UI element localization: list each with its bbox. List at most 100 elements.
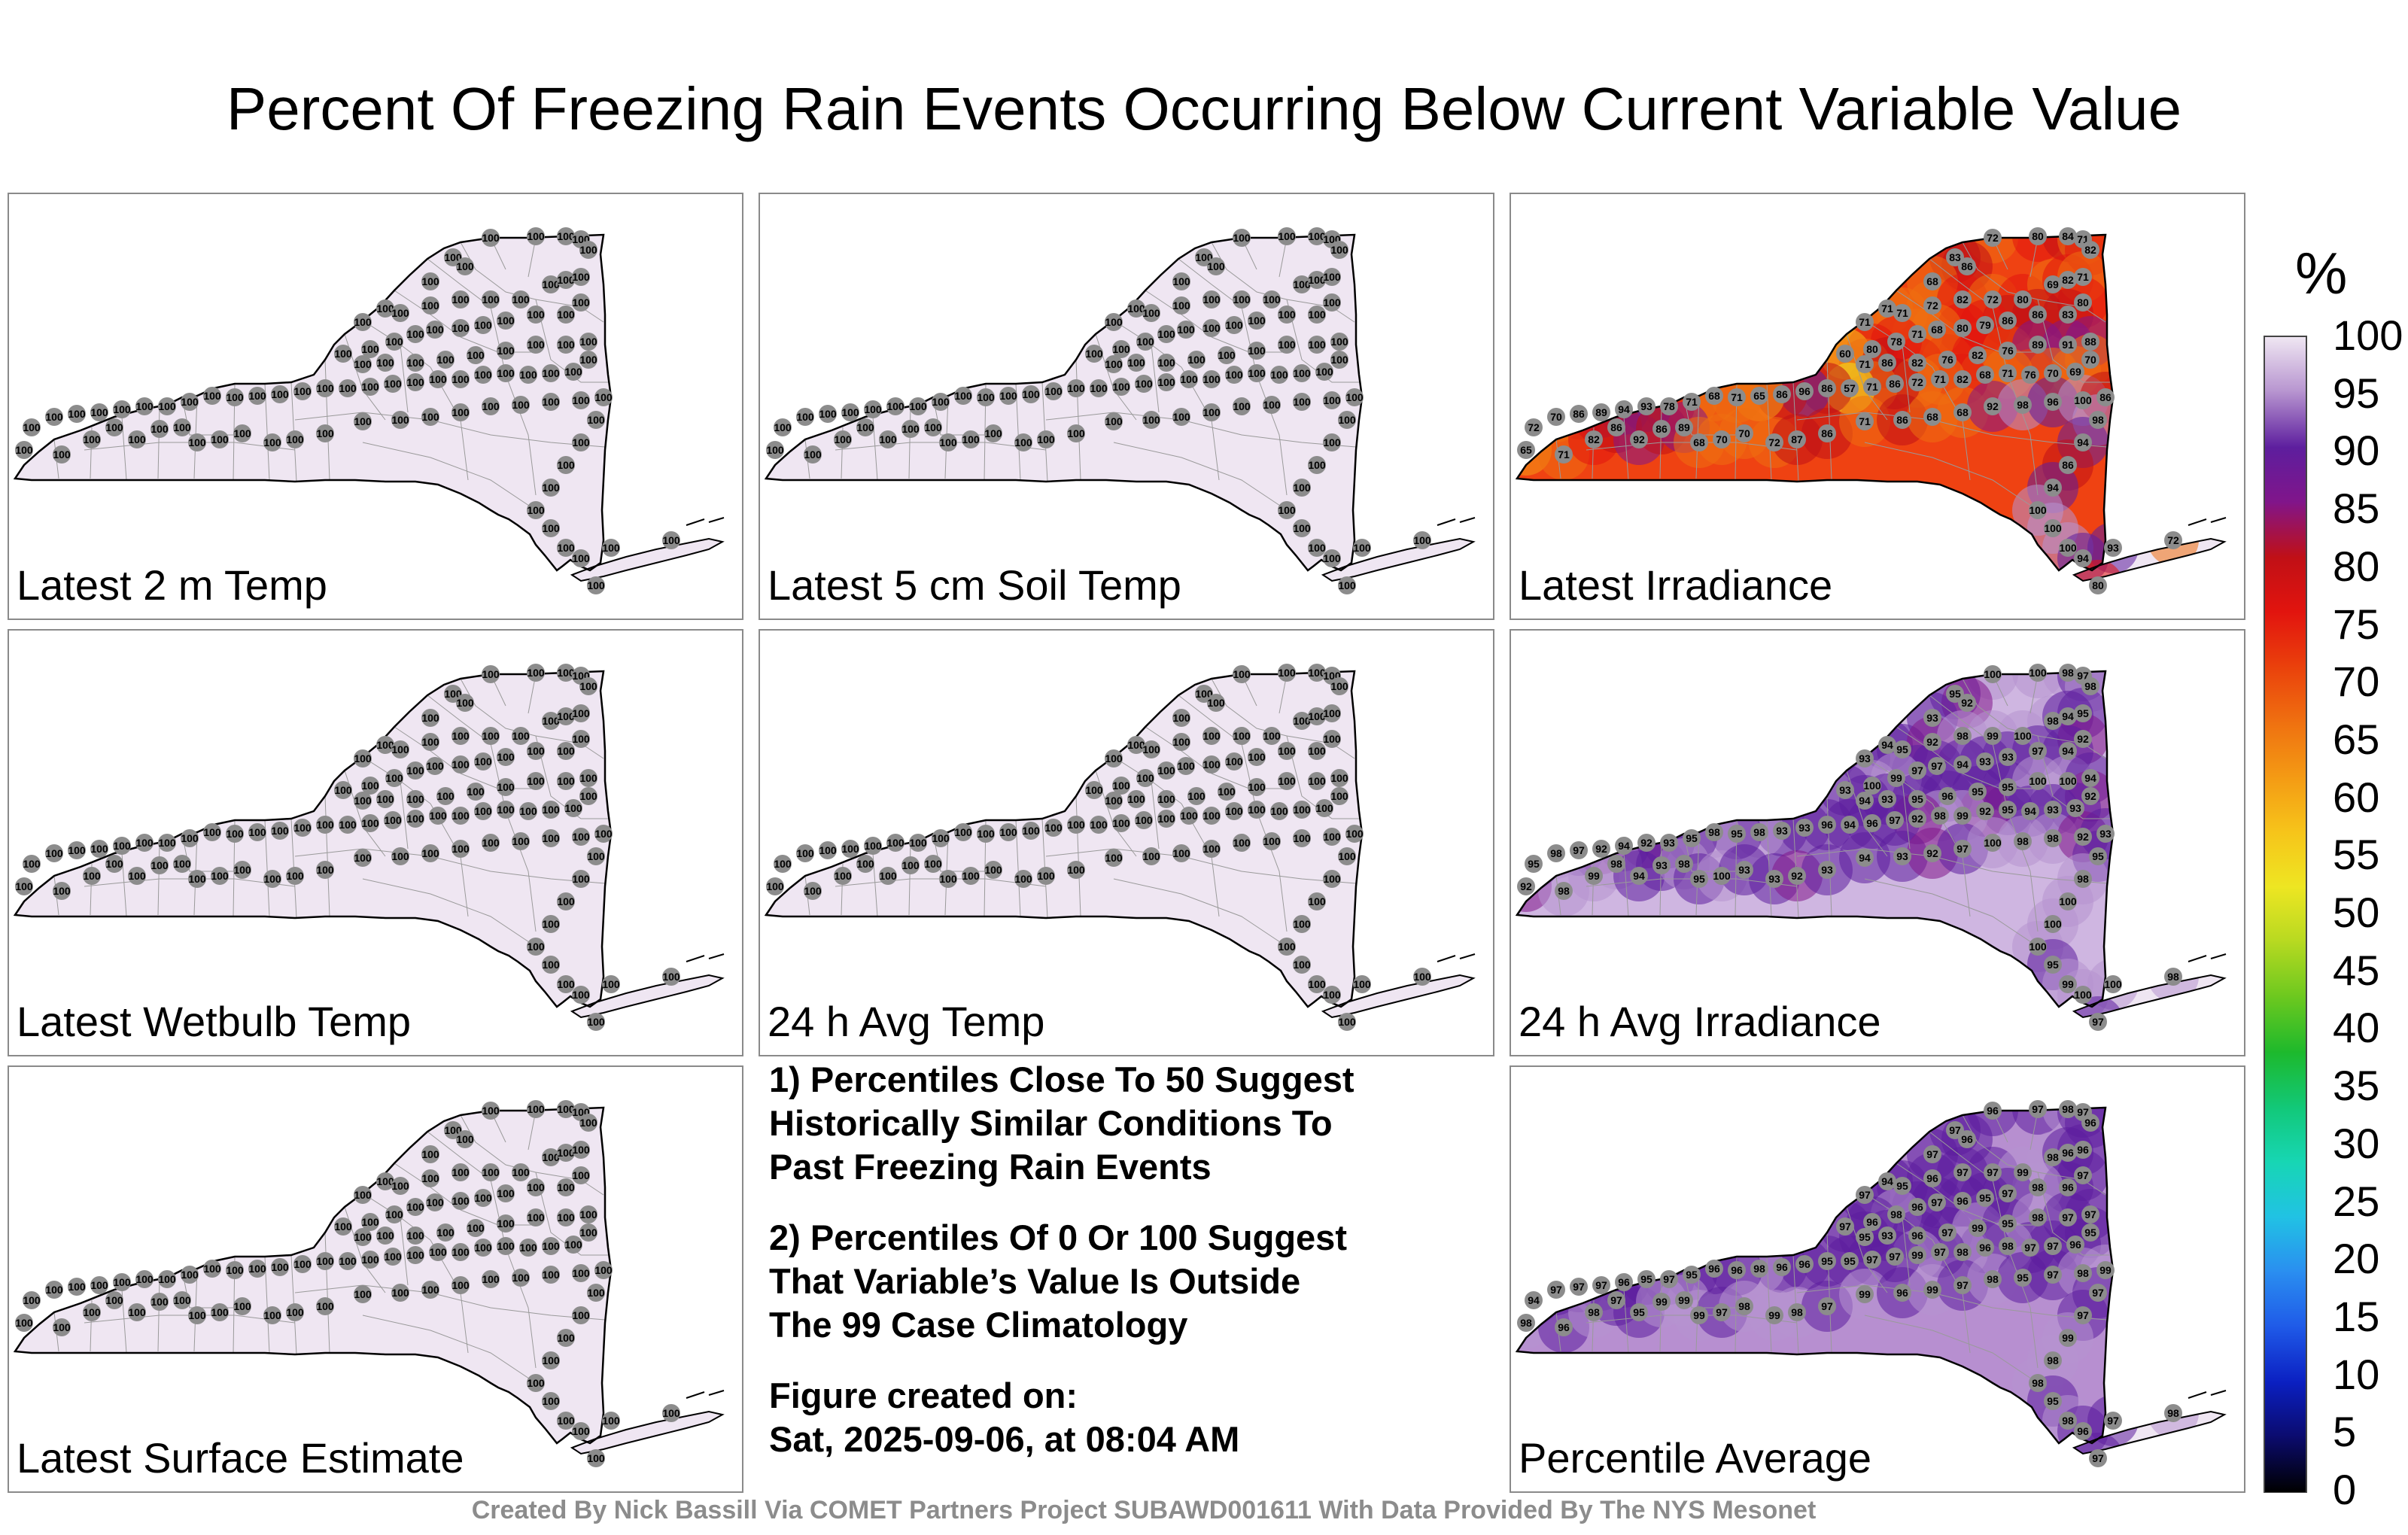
station-value: 100	[113, 1276, 131, 1288]
station-marker: 100	[203, 823, 221, 841]
station-value: 93	[1926, 712, 1938, 724]
station-marker: 100	[1225, 366, 1243, 384]
station-value: 71	[1934, 373, 1946, 385]
station-marker: 95	[1893, 740, 1911, 758]
station-marker: 100	[1225, 802, 1243, 820]
station-value: 96	[2069, 1239, 2081, 1251]
station-value: 95	[2047, 959, 2059, 971]
station-marker: 100	[579, 769, 597, 787]
station-value: 100	[1233, 232, 1251, 244]
station-value: 100	[1180, 373, 1198, 385]
station-value: 100	[834, 870, 852, 882]
station-value: 100	[1330, 244, 1348, 256]
station-value: 100	[451, 293, 470, 305]
station-marker: 98	[1887, 1205, 1905, 1223]
station-value: 100	[53, 1321, 71, 1333]
station-value: 100	[286, 433, 304, 445]
station-marker: 98	[2081, 677, 2099, 695]
station-marker: 86	[1652, 420, 1671, 438]
station-value: 100	[1207, 697, 1225, 709]
station-value: 100	[774, 421, 792, 433]
station-value: 100	[1293, 959, 1311, 971]
station-value: 100	[1293, 278, 1311, 290]
station-value: 100	[1172, 299, 1190, 312]
station-marker: 100	[474, 1189, 492, 1207]
station-marker: 100	[444, 1121, 462, 1139]
station-marker: 100	[334, 1217, 352, 1236]
station-value: 93	[1768, 873, 1780, 885]
station-value: 97	[1859, 1189, 1871, 1201]
station-value: 100	[1127, 357, 1145, 369]
created-date: Sat, 2025-09-06, at 08:04 AM	[769, 1419, 1240, 1459]
station-marker: 100	[557, 707, 575, 725]
station-marker: 100	[497, 364, 515, 382]
station-value: 97	[1595, 1279, 1607, 1291]
station-marker: 100	[150, 1293, 169, 1311]
station-value: 100	[579, 336, 597, 348]
station-value: 100	[497, 345, 515, 357]
station-value: 98	[1890, 1208, 1902, 1220]
station-marker: 100	[354, 749, 372, 768]
station-value: 98	[1753, 1263, 1765, 1275]
station-value: 94	[1844, 819, 1856, 831]
station-value: 100	[354, 1288, 372, 1300]
station-marker: 100	[271, 385, 289, 403]
station-marker: 100	[1345, 825, 1364, 843]
note-2: 2) Percentiles Of 0 Or 100 Suggest That …	[769, 1216, 1499, 1347]
station-value: 100	[354, 316, 372, 328]
station-value: 96	[2084, 1117, 2096, 1129]
notes-block: 1) Percentiles Close To 50 Suggest Histo…	[769, 1058, 1499, 1488]
station-value: 100	[1278, 309, 1296, 321]
station-value: 100	[572, 436, 590, 448]
station-value: 100	[113, 840, 131, 852]
station-marker: 100	[474, 1239, 492, 1257]
station-marker: 97	[2044, 1266, 2062, 1284]
station-value: 97	[1956, 1279, 1969, 1291]
station-value: 100	[384, 1251, 402, 1263]
station-marker: 100	[456, 694, 474, 712]
station-value: 98	[1588, 1306, 1600, 1318]
station-value: 98	[1738, 1300, 1750, 1312]
station-value: 100	[1225, 755, 1243, 768]
station-value: 100	[1067, 427, 1085, 439]
station-value: 100	[1067, 819, 1085, 831]
station-marker: 100	[384, 375, 402, 393]
station-value: 92	[1926, 847, 1938, 859]
station-value: 80	[2017, 293, 2029, 305]
station-value: 98	[1520, 1317, 1532, 1329]
station-value: 100	[1090, 382, 1108, 394]
station-value: 97	[1821, 1300, 1833, 1312]
station-value: 100	[542, 396, 560, 408]
station-value: 100	[385, 1208, 403, 1220]
station-value: 82	[1956, 293, 1969, 305]
station-value: 100	[135, 837, 154, 849]
station-marker: 100	[1315, 799, 1333, 817]
station-value: 100	[474, 805, 492, 817]
station-marker: 100	[384, 1248, 402, 1266]
station-marker: 94	[2074, 549, 2092, 567]
station-marker: 100	[451, 290, 470, 309]
station-marker: 94	[2044, 479, 2062, 497]
station-marker: 100	[421, 1145, 439, 1163]
station-marker: 92	[2074, 828, 2092, 846]
station-value: 100	[602, 978, 620, 990]
station-marker: 100	[1263, 396, 1281, 414]
station-marker: 100	[557, 1412, 575, 1430]
station-marker: 100	[977, 825, 995, 843]
station-marker: 100	[879, 867, 897, 885]
station-marker: 100	[519, 1239, 537, 1257]
station-marker: 100	[376, 790, 394, 808]
station-value: 100	[2029, 504, 2047, 516]
station-marker: 97	[1836, 1217, 1854, 1236]
station-marker: 100	[1323, 433, 1341, 451]
station-value: 100	[188, 1309, 206, 1321]
station-value: 100	[158, 1273, 176, 1285]
station-value: 100	[1037, 870, 1055, 882]
station-marker: 100	[579, 241, 597, 259]
station-marker: 98	[1585, 1303, 1603, 1321]
colorbar-tick-label: 65	[2333, 715, 2380, 763]
station-marker: 100	[1157, 373, 1175, 391]
station-value: 100	[542, 1269, 560, 1281]
station-value: 100	[83, 870, 101, 882]
station-value: 100	[542, 959, 560, 971]
